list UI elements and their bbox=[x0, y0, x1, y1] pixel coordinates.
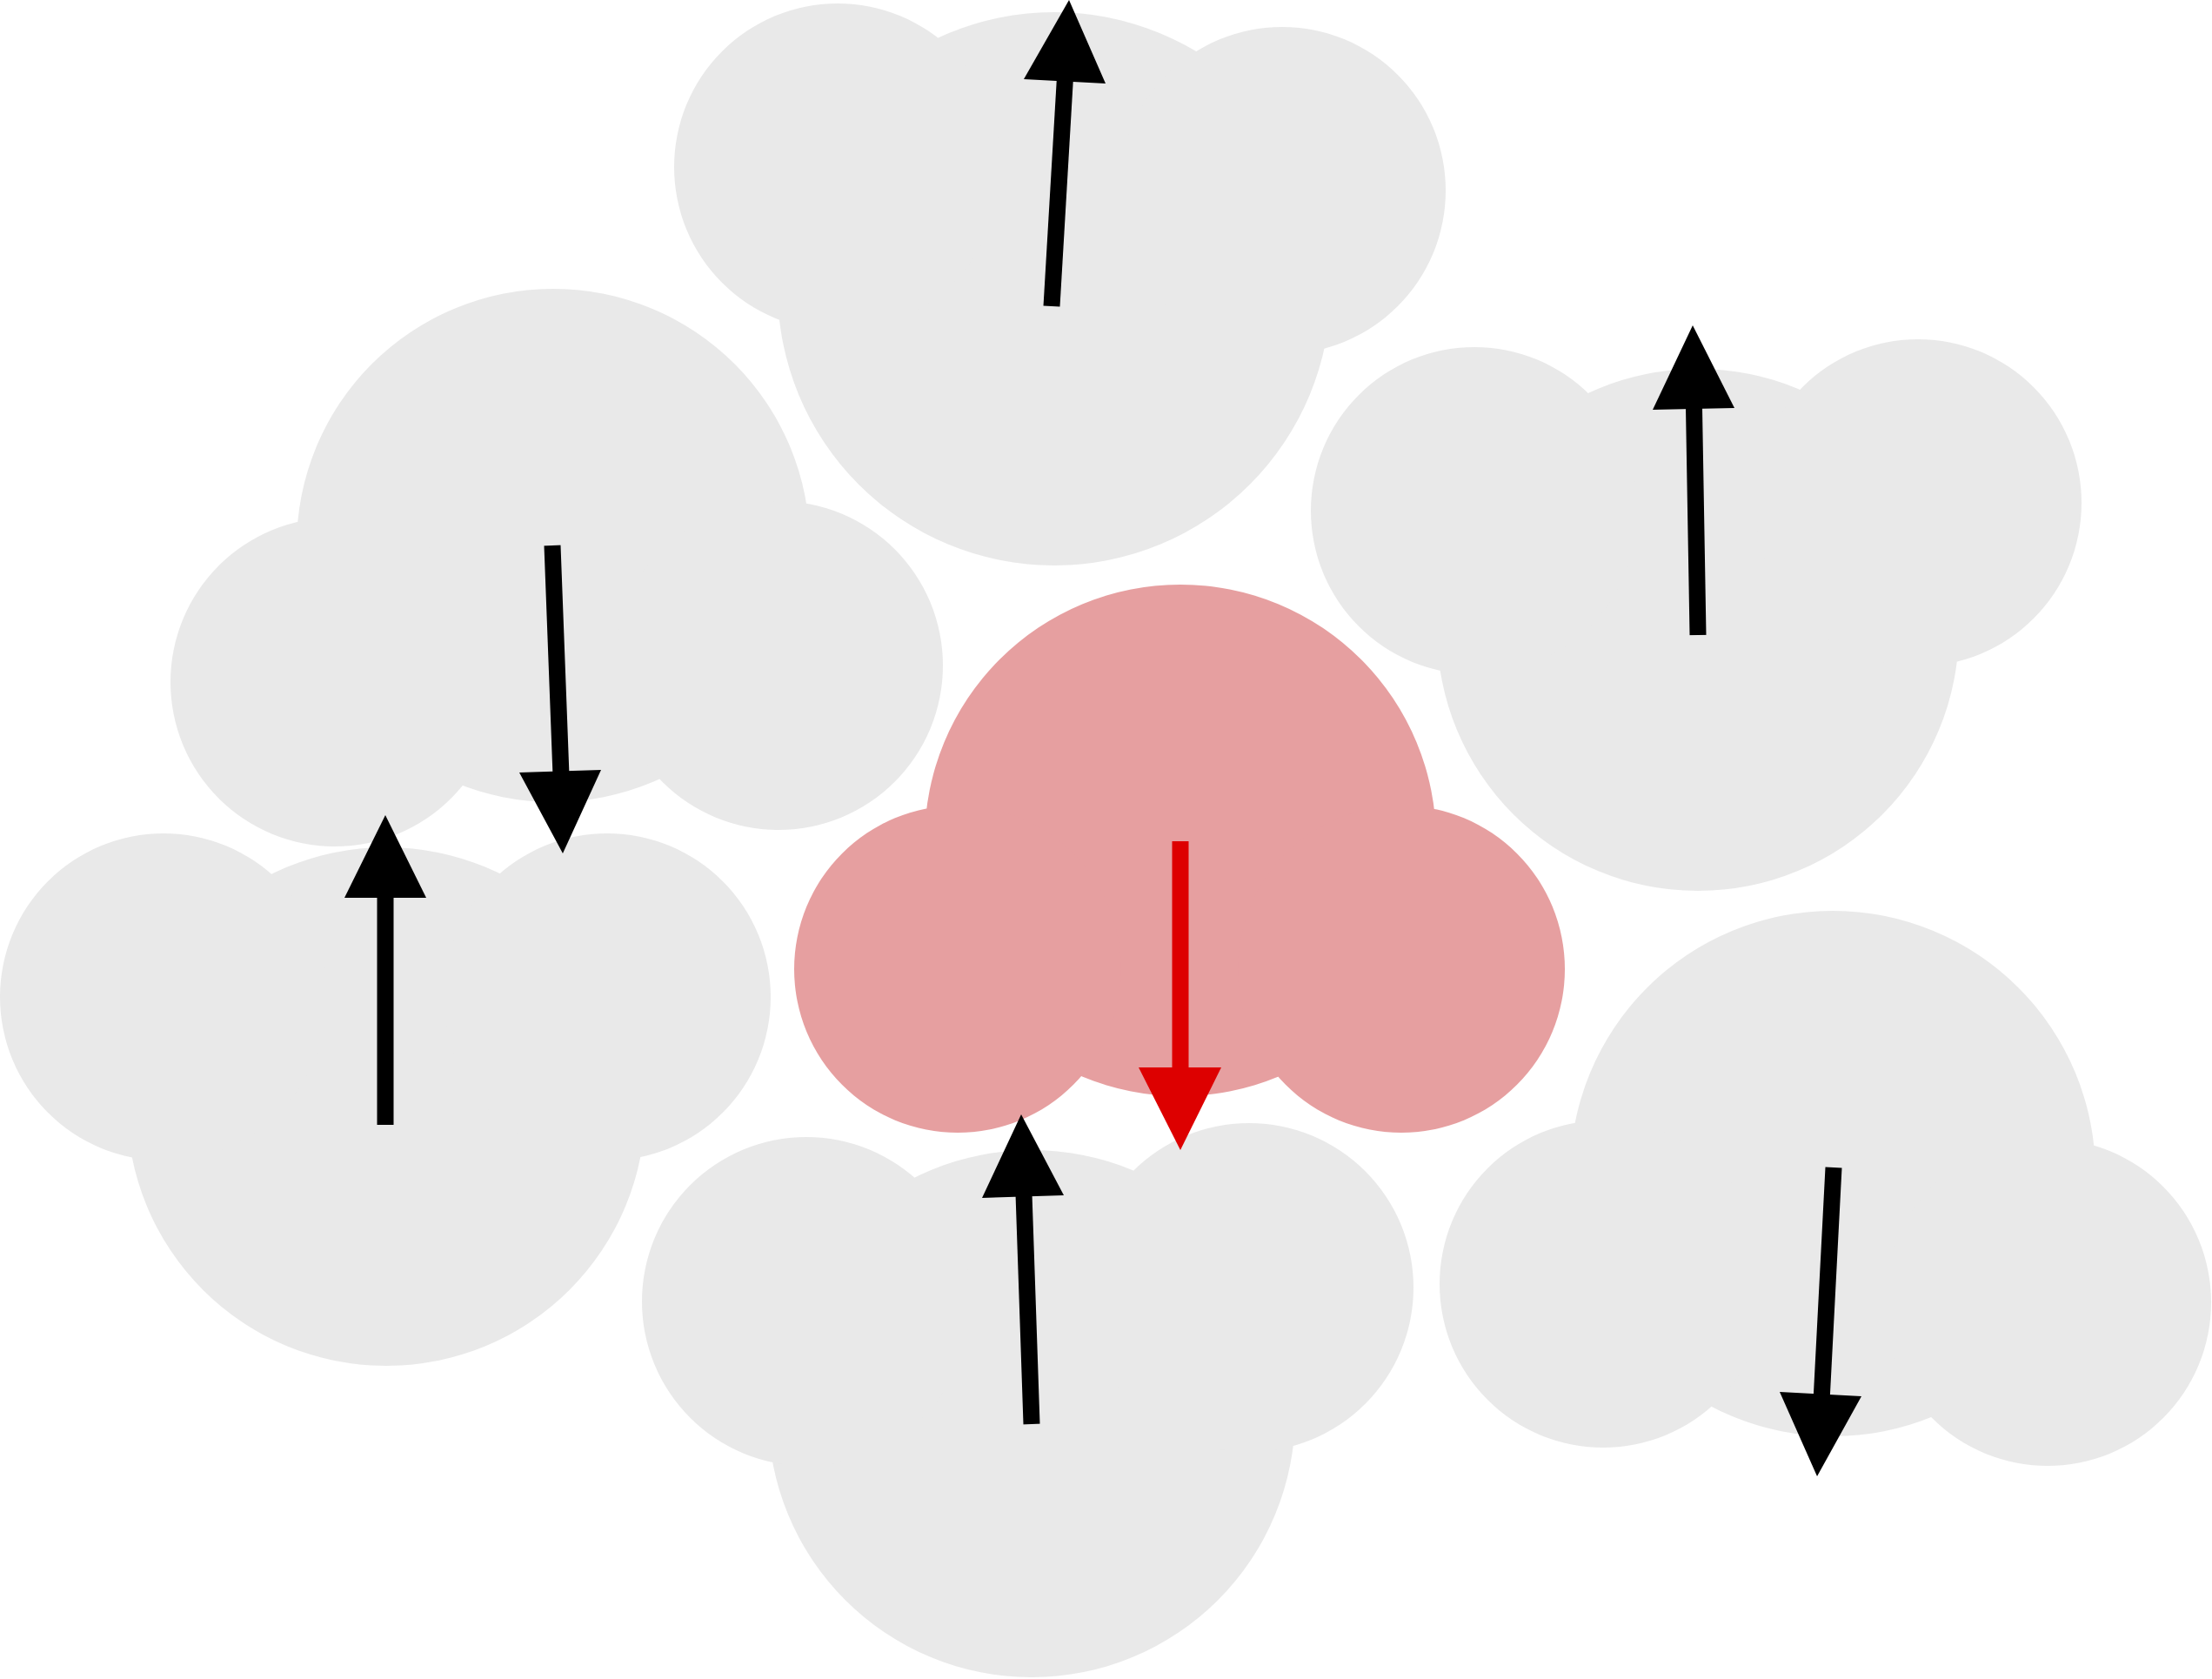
molecule-lobe-left bbox=[1311, 347, 1638, 674]
arrow-upper-right bbox=[1653, 325, 1734, 636]
arrow-bottom bbox=[982, 1114, 1064, 1425]
arrow-lower-right bbox=[1780, 1167, 1861, 1476]
arrow-upper-left bbox=[519, 545, 601, 853]
arrow-shaft bbox=[1014, 1167, 1040, 1425]
molecule-lobe-left bbox=[1440, 1120, 1767, 1448]
molecule-lobe-left bbox=[674, 3, 1001, 331]
arrow-shaft bbox=[1685, 382, 1707, 636]
molecule-lobe-left bbox=[642, 1137, 971, 1466]
arrow-shaft bbox=[1043, 54, 1075, 307]
molecule-lobe-right bbox=[444, 833, 771, 1161]
arrow-head bbox=[1780, 1392, 1861, 1476]
molecule-lobe-right bbox=[1085, 1123, 1413, 1452]
arrow-center-highlighted bbox=[1139, 841, 1221, 1150]
arrow-shaft bbox=[544, 545, 571, 799]
arrow-head bbox=[1653, 325, 1734, 410]
molecule-lobe-left bbox=[0, 833, 327, 1161]
arrow-head bbox=[344, 815, 426, 898]
arrow-top bbox=[1024, 0, 1106, 307]
arrow-head bbox=[519, 770, 601, 853]
molecule-lobe-right bbox=[614, 501, 943, 830]
molecule-lobe-right bbox=[1884, 1139, 2211, 1466]
molecule-lobe-left bbox=[170, 518, 499, 846]
arrow-lower-left bbox=[344, 815, 426, 1125]
molecule-lobe-right bbox=[1754, 339, 2082, 666]
molecule-lobe-right bbox=[1119, 27, 1446, 354]
molecule-lobe-right bbox=[1238, 806, 1565, 1133]
molecule-lobe-left bbox=[794, 806, 1121, 1133]
arrow-head bbox=[1139, 1067, 1221, 1150]
molecule-center-highlighted bbox=[794, 585, 1565, 1133]
arrow-shaft bbox=[1812, 1167, 1842, 1419]
arrow-head bbox=[982, 1114, 1064, 1198]
arrow-head bbox=[1024, 0, 1106, 84]
